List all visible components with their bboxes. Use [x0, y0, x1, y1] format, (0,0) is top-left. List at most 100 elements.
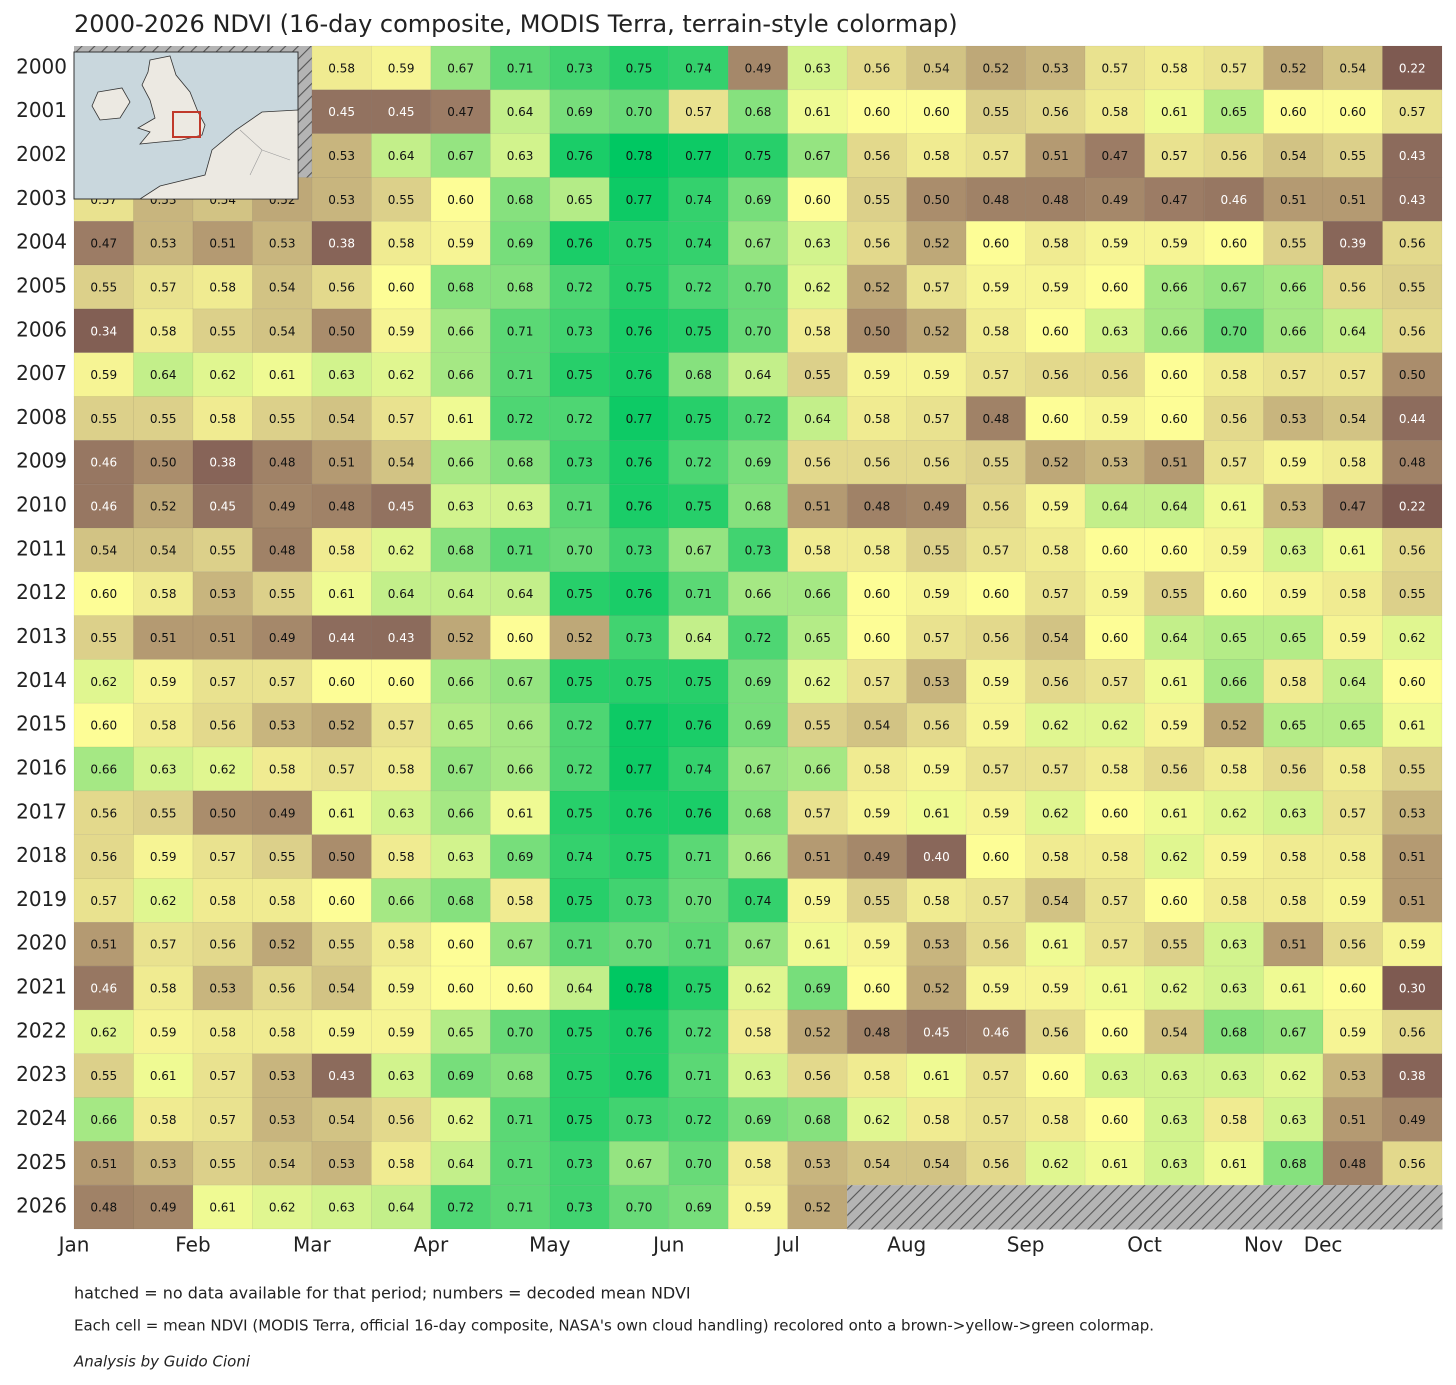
cell-label: 0.64 [1339, 324, 1366, 338]
cell-label: 0.62 [1102, 719, 1129, 733]
heatmap-cell [1382, 790, 1443, 835]
heatmap-cell [609, 1184, 670, 1230]
cell-label: 0.56 [864, 456, 891, 470]
cell-label: 0.72 [745, 631, 772, 645]
cell-label: 0.60 [1220, 587, 1247, 601]
cell-label: 0.62 [90, 1025, 117, 1039]
cell-label: 0.76 [626, 1025, 653, 1039]
y-tick-label: 2022 [16, 1018, 67, 1042]
heatmap-cell [1084, 1141, 1145, 1186]
cell-label: 0.75 [566, 1025, 593, 1039]
cell-label: 0.62 [1161, 850, 1188, 864]
cell-label: 0.54 [150, 543, 177, 557]
cell-label: 0.69 [685, 1201, 712, 1215]
heatmap-cell [965, 1141, 1026, 1186]
heatmap-cell [846, 790, 907, 835]
heatmap-cell [906, 527, 967, 573]
cell-label: 0.68 [507, 193, 534, 207]
heatmap-cell [430, 702, 491, 748]
heatmap-cell [549, 133, 610, 178]
heatmap-cell [192, 1053, 253, 1098]
heatmap-cell [192, 790, 253, 835]
cell-label: 0.54 [388, 456, 415, 470]
heatmap-cell [430, 527, 491, 573]
heatmap-cell [371, 264, 432, 310]
cell-label: 0.44 [1399, 412, 1426, 426]
heatmap-cell [846, 308, 907, 354]
cell-label: 0.71 [507, 324, 534, 338]
heatmap-cell [727, 1053, 789, 1098]
cell-label: 0.75 [566, 806, 593, 820]
cell-label: 0.69 [745, 1113, 772, 1127]
cell-label: 0.63 [507, 500, 534, 514]
heatmap-cell [490, 834, 551, 879]
heatmap-cell [727, 440, 789, 485]
heatmap-cell [490, 878, 551, 923]
cell-label: 0.56 [804, 456, 831, 470]
heatmap-cell [311, 45, 372, 91]
cell-label: 0.62 [1220, 806, 1247, 820]
heatmap-cell [906, 177, 967, 222]
cell-label: 0.60 [447, 193, 474, 207]
heatmap-cell [549, 527, 610, 573]
heatmap-cell [430, 790, 491, 835]
heatmap-cell [965, 965, 1026, 1011]
cell-label: 0.59 [1102, 237, 1129, 251]
heatmap-cell [787, 659, 848, 704]
cell-label: 0.56 [804, 1069, 831, 1083]
heatmap-cell [1382, 571, 1443, 616]
cell-label: 0.43 [1399, 149, 1426, 163]
heatmap-cell [73, 702, 134, 748]
cell-label: 0.48 [1339, 1157, 1366, 1171]
cell-label: 0.56 [1280, 762, 1307, 776]
heatmap-cell [430, 615, 491, 660]
heatmap-cell [192, 834, 253, 879]
heatmap-cell [787, 878, 848, 923]
heatmap-cell [311, 89, 372, 134]
cell-label: 0.65 [804, 631, 831, 645]
heatmap-cell [668, 746, 729, 792]
heatmap-cell [252, 878, 313, 923]
heatmap-cell [371, 177, 432, 222]
cell-label: 0.58 [269, 894, 296, 908]
y-tick-label: 2014 [16, 668, 67, 692]
heatmap-cell [965, 440, 1026, 485]
cell-label: 0.63 [150, 762, 177, 776]
heatmap-cell [846, 396, 907, 441]
heatmap-cell [906, 965, 967, 1011]
heatmap-cell [1322, 615, 1383, 660]
cell-label: 0.59 [150, 1025, 177, 1039]
cell-label: 0.60 [1042, 324, 1069, 338]
cell-label: 0.51 [1339, 1113, 1366, 1127]
cell-label: 0.63 [1102, 1069, 1129, 1083]
cell-label: 0.58 [150, 719, 177, 733]
heatmap-cell [133, 571, 194, 616]
heatmap-cell [1084, 45, 1145, 91]
cell-label: 0.64 [447, 587, 474, 601]
cell-label: 0.65 [1220, 631, 1247, 645]
cell-label: 0.43 [388, 631, 415, 645]
cell-label: 0.63 [1280, 1113, 1307, 1127]
heatmap-cell [727, 264, 789, 310]
heatmap-cell [906, 659, 967, 704]
cell-label: 0.67 [447, 149, 474, 163]
heatmap-cell [965, 878, 1026, 923]
cell-label: 0.57 [923, 412, 950, 426]
heatmap-cell [1203, 702, 1264, 748]
cell-label: 0.68 [804, 1113, 831, 1127]
cell-label: 0.54 [269, 324, 296, 338]
x-tick-label: Aug [887, 1233, 926, 1257]
cell-label: 0.64 [1161, 500, 1188, 514]
heatmap-cell [371, 133, 432, 178]
heatmap-cell [311, 1053, 372, 1098]
heatmap-cell [490, 659, 551, 704]
heatmap-cell [549, 220, 610, 266]
cell-label: 0.54 [923, 61, 950, 75]
heatmap-cell [1025, 440, 1086, 485]
heatmap-cell [1084, 1053, 1145, 1098]
cell-label: 0.51 [804, 500, 831, 514]
heatmap-cell [727, 1141, 789, 1186]
cell-label: 0.54 [328, 982, 355, 996]
heatmap-cell [1144, 1053, 1205, 1098]
